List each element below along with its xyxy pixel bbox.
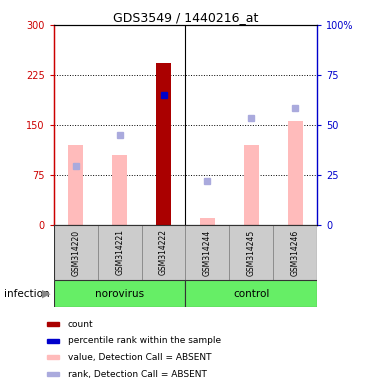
Bar (186, 225, 229, 280)
Bar (54, 280, 185, 307)
Bar (273, 225, 317, 280)
Bar (47, 339, 59, 343)
Text: control: control (233, 289, 270, 299)
Text: GSM314244: GSM314244 (203, 229, 212, 276)
Bar (288, 121, 303, 225)
Text: count: count (68, 319, 93, 329)
Bar (112, 155, 127, 225)
Title: GDS3549 / 1440216_at: GDS3549 / 1440216_at (113, 11, 258, 24)
Text: GSM314220: GSM314220 (71, 229, 80, 276)
Bar (244, 145, 259, 225)
Text: ▶: ▶ (42, 289, 50, 299)
Text: infection: infection (4, 289, 49, 299)
Bar (68, 145, 83, 225)
Text: GSM314246: GSM314246 (291, 229, 300, 276)
Bar (47, 372, 59, 376)
Bar (229, 225, 273, 280)
Bar (200, 218, 215, 225)
Text: GSM314221: GSM314221 (115, 230, 124, 275)
Text: rank, Detection Call = ABSENT: rank, Detection Call = ABSENT (68, 370, 207, 379)
Bar (186, 280, 317, 307)
Bar (98, 225, 142, 280)
Text: GSM314222: GSM314222 (159, 230, 168, 275)
Bar (54, 225, 98, 280)
Bar (47, 355, 59, 359)
Text: GSM314245: GSM314245 (247, 229, 256, 276)
Text: norovirus: norovirus (95, 289, 144, 299)
Bar (47, 322, 59, 326)
Text: percentile rank within the sample: percentile rank within the sample (68, 336, 221, 345)
Text: value, Detection Call = ABSENT: value, Detection Call = ABSENT (68, 353, 211, 362)
Bar (142, 225, 186, 280)
Bar (156, 63, 171, 225)
